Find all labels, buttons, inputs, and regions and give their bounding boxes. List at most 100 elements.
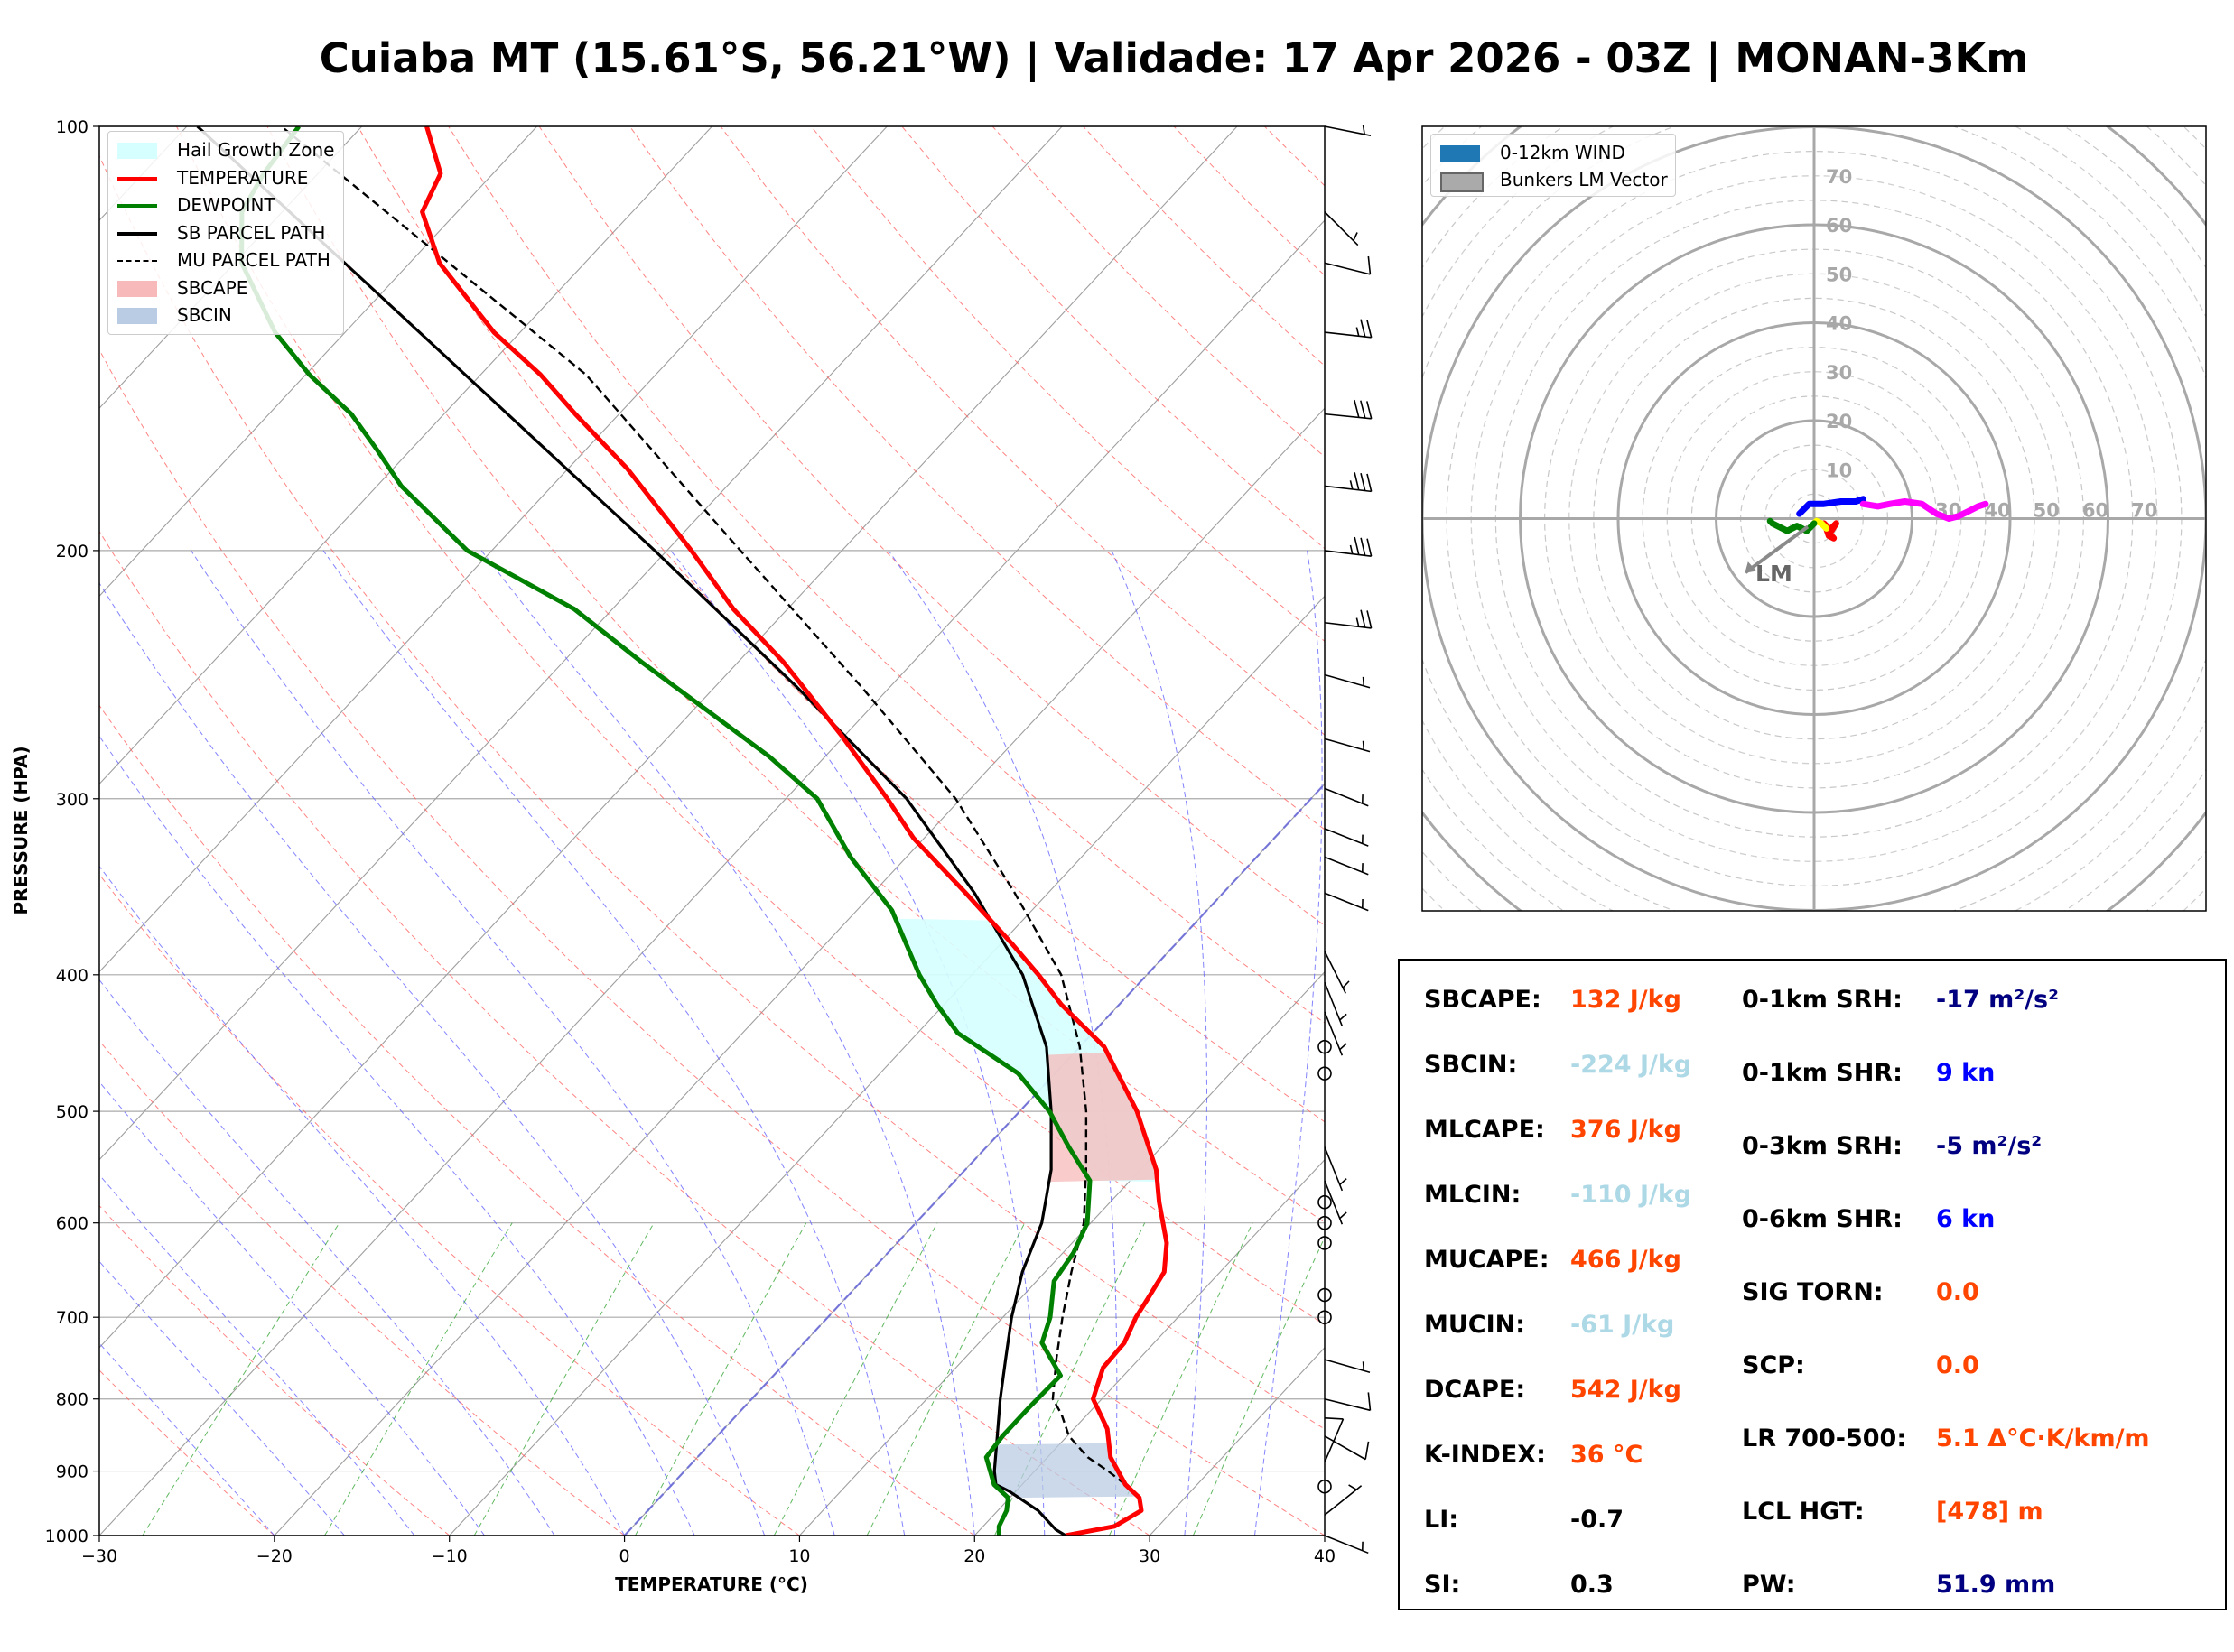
barb-full <box>1354 536 1360 555</box>
barb-half <box>1342 980 1350 988</box>
calm-circle <box>1317 1287 1332 1303</box>
wind-barb <box>1324 1011 1347 1056</box>
index-label: DCAPE: <box>1424 1376 1526 1404</box>
index-label: 0-1km SRH: <box>1742 986 1903 1014</box>
barb-full <box>1360 472 1366 491</box>
moist-adiabat <box>888 550 1118 1536</box>
barb-staff <box>1324 1535 1369 1555</box>
barb-half <box>1362 125 1365 135</box>
bunkers-lm-arrowhead <box>1745 561 1757 573</box>
index-value: 376 J/kg <box>1570 1116 1681 1144</box>
index-label: MUCAPE: <box>1424 1246 1550 1274</box>
x-tick-label: −20 <box>256 1546 293 1566</box>
moist-adiabat <box>191 550 835 1536</box>
barb-half <box>1339 1211 1347 1220</box>
legend-label: Hail Growth Zone <box>177 139 335 161</box>
index-value: 6 kn <box>1936 1205 1996 1233</box>
wind-barb <box>1317 1215 1332 1230</box>
index-value: 466 J/kg <box>1570 1246 1681 1274</box>
index-value: 51.9 mm <box>1936 1571 2056 1599</box>
barb-staff <box>1324 1397 1371 1412</box>
temperature-line <box>420 126 1169 1536</box>
hodo-ring-label: 70 <box>1826 166 1852 188</box>
legend-swatch <box>1440 172 1484 192</box>
calm-circle <box>1317 1236 1332 1250</box>
hodo-ring-label: 60 <box>2082 500 2108 522</box>
index-label: K-INDEX: <box>1424 1441 1546 1469</box>
legend-label: MU PARCEL PATH <box>177 249 330 271</box>
index-value: 9 kn <box>1936 1059 1996 1087</box>
wind-barb <box>1324 856 1369 876</box>
wind-barb <box>1324 319 1373 339</box>
page-title: Cuiaba MT (15.61°S, 56.21°W) | Validade:… <box>319 34 2029 82</box>
hodo-ring-label: 30 <box>1826 362 1852 384</box>
index-value: -110 J/kg <box>1570 1181 1692 1209</box>
index-label: PW: <box>1742 1571 1796 1599</box>
legend-swatch <box>117 280 157 297</box>
moist-adiabat <box>99 979 555 1536</box>
barb-half <box>1339 1013 1347 1021</box>
hodo-ring-label: 70 <box>2131 500 2157 522</box>
wind-barb <box>1324 1417 1345 1463</box>
legend-label: SBCIN <box>177 304 232 326</box>
moist-adiabat <box>99 1260 345 1536</box>
barb-staff <box>1324 413 1372 420</box>
barb-half <box>1339 1043 1347 1051</box>
barb-staff <box>1324 738 1371 753</box>
hodo-ring-label: 10 <box>1826 459 1852 481</box>
x-tick-label: 20 <box>963 1546 985 1566</box>
mixing-ratio-line <box>635 1222 807 1536</box>
calm-circle <box>1317 1479 1332 1494</box>
dry-adiabat <box>357 126 1325 1123</box>
y-tick-label: 600 <box>56 1214 88 1234</box>
moist-adiabat <box>1254 550 1323 1536</box>
barb-half <box>1355 327 1360 337</box>
wind-barb <box>1324 981 1347 1026</box>
y-tick-label: 200 <box>56 542 88 561</box>
moist-adiabat <box>322 550 906 1536</box>
isotherm <box>624 783 1325 1536</box>
hodo-ring-label: 60 <box>1826 215 1852 237</box>
index-value: 132 J/kg <box>1570 986 1681 1014</box>
dewpoint-line <box>239 126 1093 1536</box>
moist-adiabat <box>480 550 975 1536</box>
wind-barb <box>1324 951 1350 994</box>
barb-full <box>1354 399 1360 418</box>
index-label: 0-1km SHR: <box>1742 1059 1903 1087</box>
barb-half <box>1339 1178 1347 1185</box>
barb-staff <box>1324 892 1369 912</box>
sbcape-area <box>1047 1052 1158 1183</box>
index-value: -0.7 <box>1570 1506 1624 1534</box>
barb-full <box>1366 320 1373 339</box>
y-tick-label: 900 <box>56 1462 88 1482</box>
x-axis-label: TEMPERATURE (°C) <box>615 1573 808 1595</box>
wind-barb <box>1324 472 1373 493</box>
barb-staff <box>1324 981 1344 1026</box>
hodo-ring-label: 50 <box>1826 264 1852 285</box>
dry-adiabat <box>99 1369 275 1536</box>
legend-swatch <box>117 143 157 159</box>
barb-full <box>1366 473 1373 492</box>
moist-adiabat <box>99 735 695 1536</box>
mixing-ratio-line <box>142 1222 340 1536</box>
hodo-ring-label: 40 <box>1826 313 1852 335</box>
hodograph-legend: 0-12km WIND Bunkers LM Vector <box>1430 134 1676 197</box>
calm-circle <box>1317 1310 1332 1324</box>
wind-barb <box>1324 1435 1370 1461</box>
barb-staff <box>1324 211 1359 246</box>
bunkers-lm-label: LM <box>1755 561 1792 587</box>
wind-barb <box>1317 1310 1332 1324</box>
barb-staff <box>1324 621 1372 629</box>
index-value: [478] m <box>1936 1498 2043 1526</box>
barb-full <box>1366 401 1373 420</box>
mixing-ratio-line <box>473 1222 655 1536</box>
barb-full <box>1364 1441 1370 1460</box>
hodo-ring-label: 50 <box>2034 500 2060 522</box>
barb-full <box>1367 1392 1372 1411</box>
index-value: 0.0 <box>1936 1351 1979 1379</box>
barb-staff <box>1324 951 1346 994</box>
barb-staff <box>1324 673 1371 689</box>
wind-barb <box>1317 1236 1332 1250</box>
legend-swatch <box>117 204 157 208</box>
